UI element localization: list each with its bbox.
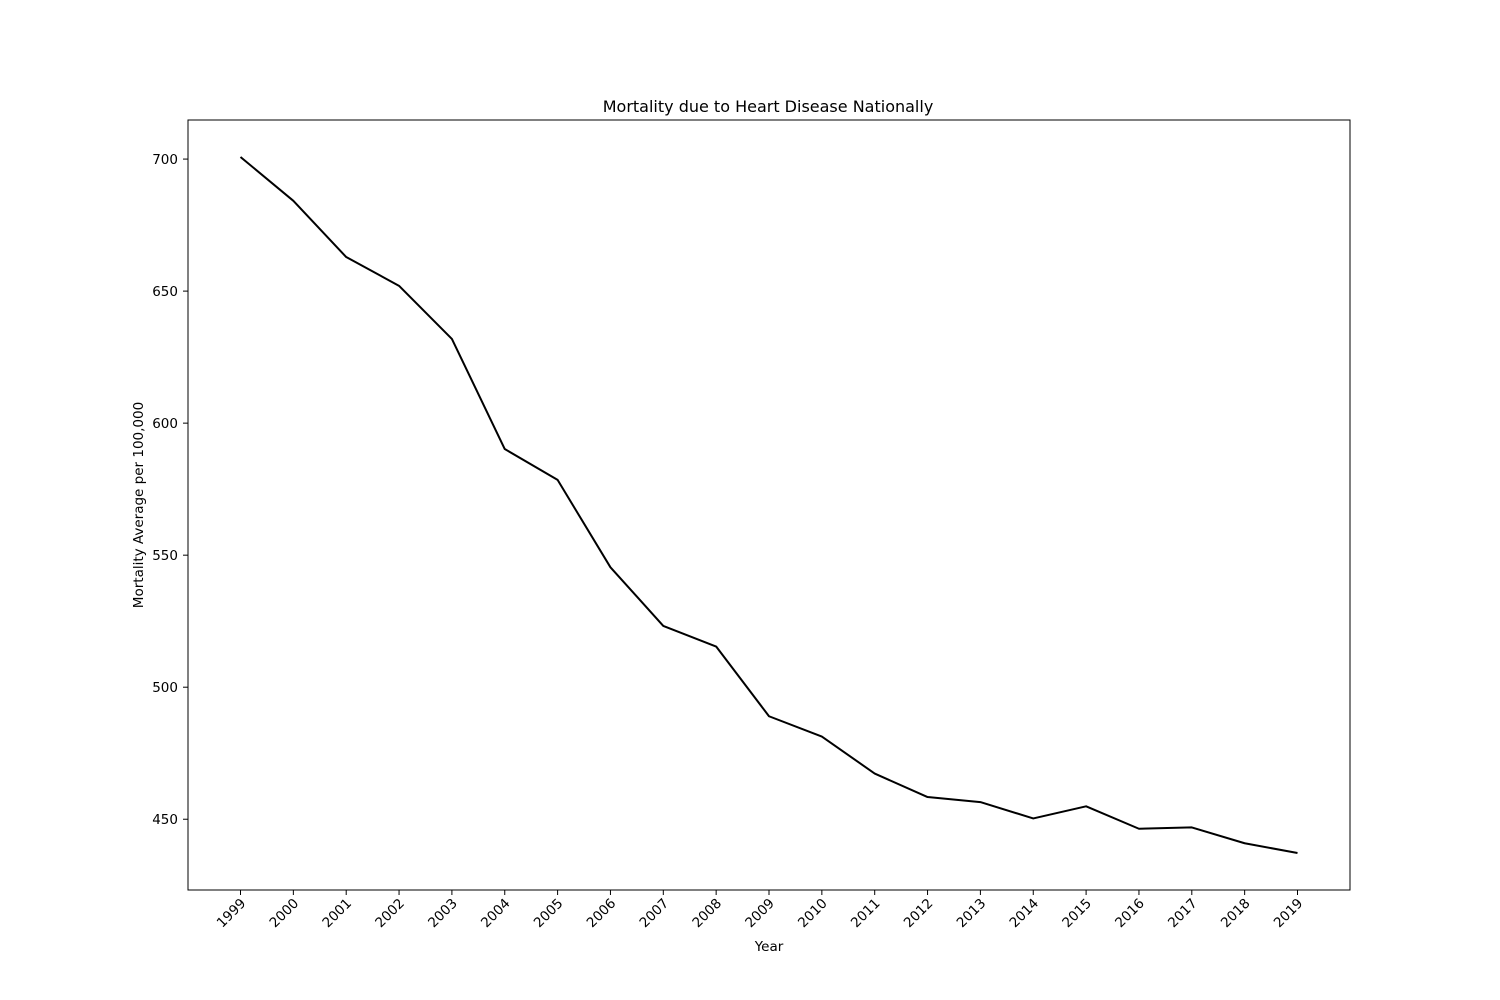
y-tick-label: 650 xyxy=(152,284,178,300)
y-axis-ticks: 450 500 550 600 650 700 xyxy=(152,152,188,828)
y-tick-label: 450 xyxy=(152,812,178,828)
y-tick-label: 600 xyxy=(152,416,178,432)
chart-title: Mortality due to Heart Disease Nationall… xyxy=(603,97,934,116)
y-tick-label: 550 xyxy=(152,548,178,564)
y-axis-label: Mortality Average per 100,000 xyxy=(131,402,147,608)
series-line xyxy=(239,156,1298,855)
x-axis-label: Year xyxy=(754,939,784,955)
y-tick-label: 700 xyxy=(152,152,178,168)
y-tick-label: 500 xyxy=(152,680,178,696)
